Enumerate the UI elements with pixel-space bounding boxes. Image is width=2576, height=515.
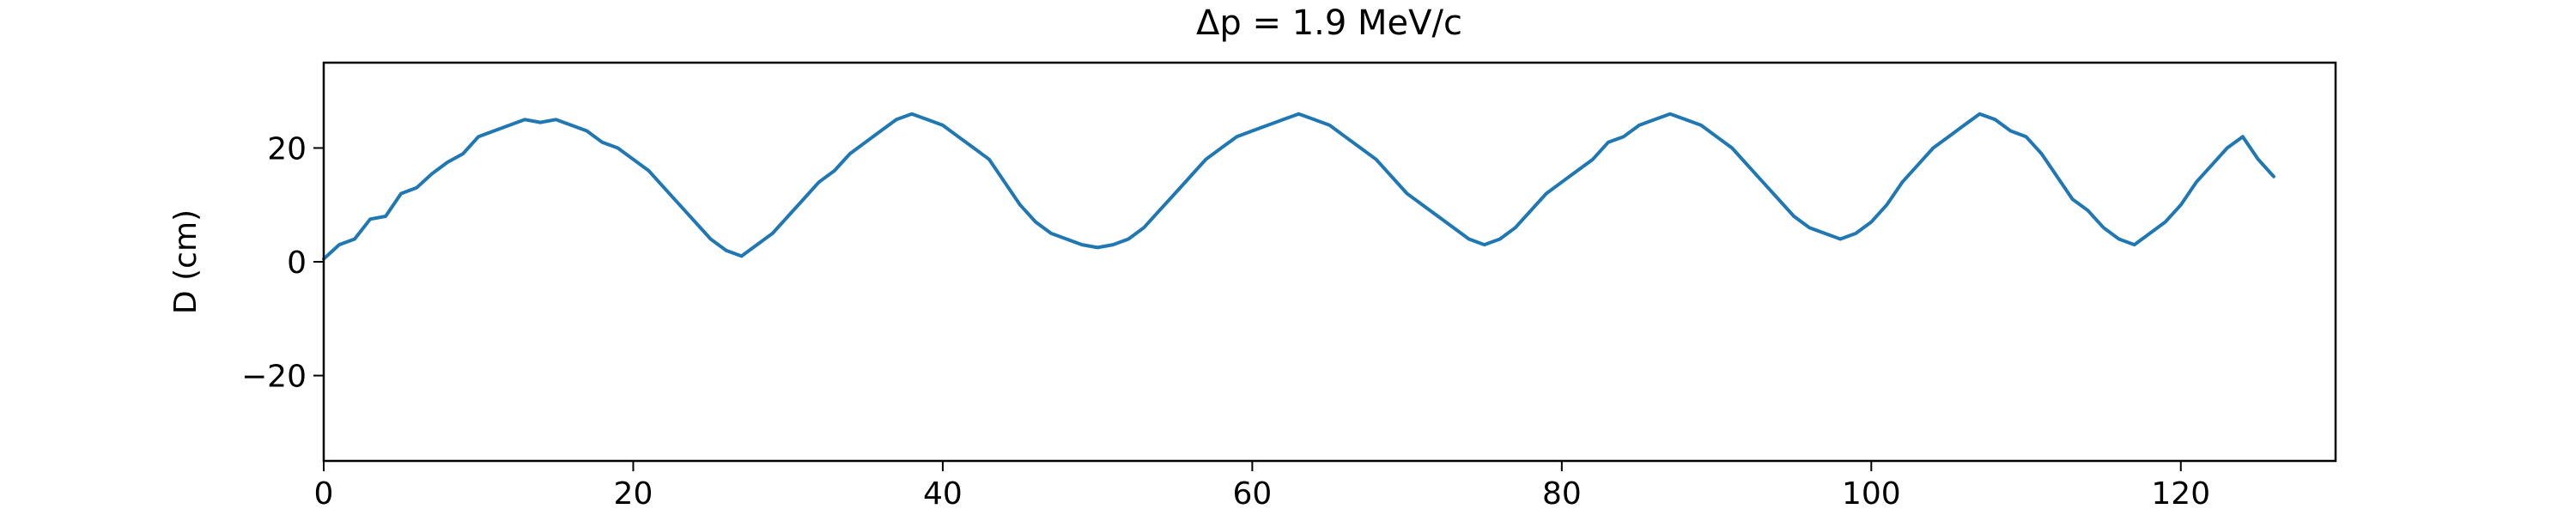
plot-area: 0 20 40 60 80 100 120 −20 0 20 <box>241 112 2275 512</box>
x-tick-label: 40 <box>923 476 963 512</box>
x-tick-label: 60 <box>1232 476 1272 512</box>
y-tick-label: 0 <box>287 245 307 281</box>
x-tick-label: 20 <box>614 476 653 512</box>
x-tick-label: 80 <box>1542 476 1582 512</box>
series-line <box>322 112 2275 261</box>
y-tick-label: 20 <box>267 131 307 167</box>
y-axis-label: D (cm) <box>168 209 204 314</box>
plot-frame <box>322 61 2337 463</box>
y-tick-label: −20 <box>241 360 307 395</box>
x-tick-label: 0 <box>314 476 334 512</box>
x-tick-label: 100 <box>1842 476 1901 512</box>
x-tick-label: 120 <box>2151 476 2210 512</box>
chart-title: Δp = 1.9 MeV/c <box>1196 3 1462 43</box>
